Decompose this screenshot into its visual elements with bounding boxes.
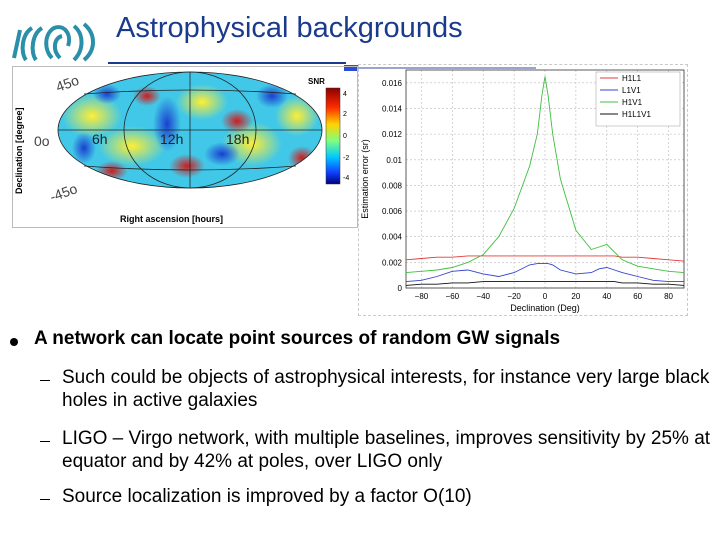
chart-xtick-label: −60 [446, 292, 460, 301]
chart-ytick-label: 0.006 [382, 207, 403, 216]
sub-bullet-item: LIGO – Virgo network, with multiple base… [62, 428, 711, 472]
colorbar-tick-4: 4 [343, 91, 347, 98]
title-underline [108, 62, 346, 64]
chart-xtick-label: −40 [476, 292, 490, 301]
skymap-xlabel: Right ascension [hours] [120, 214, 223, 224]
chart-xtick-label: 60 [633, 292, 642, 301]
colorbar [325, 87, 341, 185]
skymap-figure: Declination [degree] Right ascension [ho… [14, 71, 349, 224]
skymap-dec-label-45: 45o [54, 72, 82, 95]
main-bullet-text: A network can locate point sources of ra… [34, 328, 561, 349]
chart-ylabel: Estimation error (sr) [360, 139, 370, 219]
chart-legend-label: H1L1V1 [622, 110, 651, 119]
chart-xtick-label: 0 [543, 292, 548, 301]
chart-legend-box [595, 71, 681, 127]
colorbar-tick-neg2: -2 [343, 155, 349, 162]
colorbar-tick-2: 2 [343, 111, 347, 118]
colorbar-tick-neg4: -4 [343, 175, 349, 182]
title-underline-extension [346, 67, 536, 69]
skymap-dec-label-0: 0o [34, 133, 50, 149]
chart-series-line-h1l1 [405, 255, 685, 262]
sub-bullet-item: Such could be objects of astrophysical i… [62, 367, 710, 411]
chart-legend-label: L1V1 [622, 86, 641, 95]
skymap-ra-label-18h: 18h [226, 131, 249, 147]
chart-ticks: −80 −60 −40 −20 0 20 40 60 80 0 0.002 0.004 0.006 0.0… [382, 79, 674, 301]
chart-plot-area [405, 69, 685, 289]
chart-xlabel: Declination (Deg) [510, 303, 580, 313]
chart-series-line-l1v1 [405, 263, 684, 283]
chart-legend: H1L1 L1V1 H1V1 H1L1V1 [595, 71, 681, 127]
chart-ytick-label: 0.004 [382, 233, 403, 242]
skymap-ylabel: Declination [degree] [14, 107, 24, 194]
skymap-dec-label-neg45: -45o [48, 180, 80, 205]
sub-bullet-dash [40, 441, 50, 442]
sub-bullet-dash [40, 380, 50, 381]
chart-xtick-label: 20 [571, 292, 580, 301]
ego-virgo-logo-icon [12, 22, 95, 62]
title-accent-mark [344, 65, 358, 71]
estimation-error-chart: −80 −60 −40 −20 0 20 40 60 80 0 0.002 0.004 0.006 0.0… [360, 69, 685, 313]
skymap-frame [12, 66, 358, 228]
colorbar-tick-0: 0 [343, 133, 347, 140]
skymap-ra-label-6h: 6h [92, 131, 108, 147]
skymap-ra-label-12h: 12h [160, 131, 183, 147]
chart-series-line-h1l1v1 [405, 281, 685, 286]
chart-ytick-label: 0.012 [382, 130, 403, 139]
chart-ytick-label: 0.016 [382, 79, 403, 88]
chart-xtick-label: −20 [507, 292, 521, 301]
chart-ytick-label: 0.01 [386, 156, 402, 165]
chart-xtick-label: 40 [602, 292, 611, 301]
main-bullet-dot [10, 338, 18, 346]
sub-bullet-item: Source localization is improved by a fac… [62, 486, 472, 507]
chart-ytick-label: 0.002 [382, 258, 403, 267]
sub-bullet-dash [40, 499, 50, 500]
chart-legend-label: H1V1 [622, 98, 643, 107]
slide-title: Astrophysical backgrounds [116, 12, 463, 44]
skymap-graticule [57, 71, 323, 189]
chart-xtick-label: −80 [415, 292, 429, 301]
colorbar-title: SNR [308, 77, 325, 86]
chart-xtick-label: 80 [664, 292, 673, 301]
chart-ytick-label: 0.014 [382, 104, 403, 113]
chart-ytick-label: 0 [398, 284, 403, 293]
chart-ytick-label: 0.008 [382, 181, 403, 190]
chart-series-line-h1v1 [405, 76, 685, 274]
chart-frame [358, 64, 688, 316]
chart-legend-label: H1L1 [622, 74, 642, 83]
chart-lines [405, 76, 685, 286]
